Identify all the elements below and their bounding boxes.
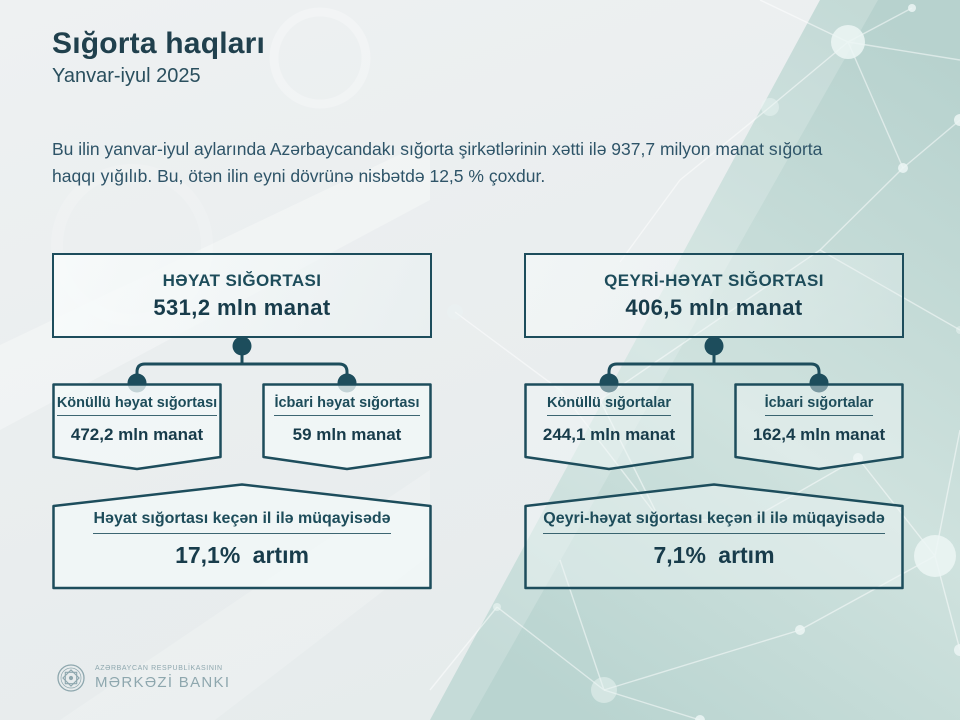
page-title: Sığorta haqları <box>52 27 266 60</box>
life-voluntary-value: 472,2 mln manat <box>70 425 204 444</box>
page-subtitle: Yanvar-iyul 2025 <box>52 65 201 87</box>
nonlife-total-box: QEYRİ-HƏYAT SIĞORTASI 406,5 mln manat <box>524 253 904 338</box>
life-voluntary-label: Könüllü həyat sığortası <box>56 395 218 416</box>
nonlife-comparison-box: Qeyri-həyat sığortası keçən il ilə müqay… <box>524 483 904 590</box>
intro-text: Bu ilin yanvar-iyul aylarında Azərbaycan… <box>52 136 822 190</box>
life-comparison-box: Həyat sığortası keçən il ilə müqayisədə … <box>52 483 432 590</box>
life-compulsory-shape <box>262 383 432 471</box>
life-total-value: 531,2 mln manat <box>153 294 331 320</box>
life-comparison-label: Həyat sığortası keçən il ilə müqayisədə <box>93 510 391 534</box>
nonlife-voluntary-shape <box>524 383 694 471</box>
nonlife-insurance-branch: QEYRİ-HƏYAT SIĞORTASI 406,5 mln manat Kö… <box>524 253 904 593</box>
life-total-box: HƏYAT SIĞORTASI 531,2 mln manat <box>52 253 432 338</box>
central-bank-logo: AZƏRBAYCAN RESPUBLİKASININ MƏRKƏZİ BANKI <box>56 663 230 693</box>
life-compulsory-value: 59 mln manat <box>292 425 402 444</box>
life-voluntary-box: Könüllü həyat sığortası 472,2 mln manat <box>52 383 222 471</box>
life-compulsory-box: İcbari həyat sığortası 59 mln manat <box>262 383 432 471</box>
org-name-line1: AZƏRBAYCAN RESPUBLİKASININ <box>95 665 223 672</box>
nonlife-comparison-shape <box>524 483 904 590</box>
nonlife-voluntary-box: Könüllü sığortalar 244,1 mln manat <box>524 383 694 471</box>
nonlife-total-label: QEYRİ-HƏYAT SIĞORTASI <box>604 270 824 290</box>
life-voluntary-shape <box>52 383 222 471</box>
life-compulsory-label: İcbari həyat sığortası <box>274 395 420 416</box>
nonlife-comparison-label: Qeyri-həyat sığortası keçən il ilə müqay… <box>543 510 885 534</box>
nonlife-total-value: 406,5 mln manat <box>625 294 803 320</box>
nonlife-compulsory-label: İcbari sığortalar <box>764 395 874 416</box>
nonlife-voluntary-value: 244,1 mln manat <box>542 425 676 444</box>
nonlife-voluntary-label: Könüllü sığortalar <box>546 395 672 416</box>
life-comparison-value: 17,1% artım <box>175 542 309 568</box>
life-comparison-shape <box>52 483 432 590</box>
nonlife-compulsory-box: İcbari sığortalar 162,4 mln manat <box>734 383 904 471</box>
life-insurance-branch: HƏYAT SIĞORTASI 531,2 mln manat Könüllü … <box>52 253 432 593</box>
life-total-label: HƏYAT SIĞORTASI <box>162 270 322 290</box>
nonlife-compulsory-value: 162,4 mln manat <box>752 425 886 444</box>
nonlife-comparison-value: 7,1% artım <box>653 542 775 568</box>
header: Sığorta haqları Yanvar-iyul 2025 <box>52 27 265 88</box>
intro-line-1: Bu ilin yanvar-iyul aylarında Azərbaycan… <box>52 139 823 159</box>
nonlife-compulsory-shape <box>734 383 904 471</box>
org-name-line2: MƏRKƏZİ BANKI <box>95 674 231 691</box>
intro-line-2: haqqı yığılıb. Bu, ötən ilin eyni dövrün… <box>52 166 546 186</box>
central-bank-emblem-icon <box>57 664 85 692</box>
